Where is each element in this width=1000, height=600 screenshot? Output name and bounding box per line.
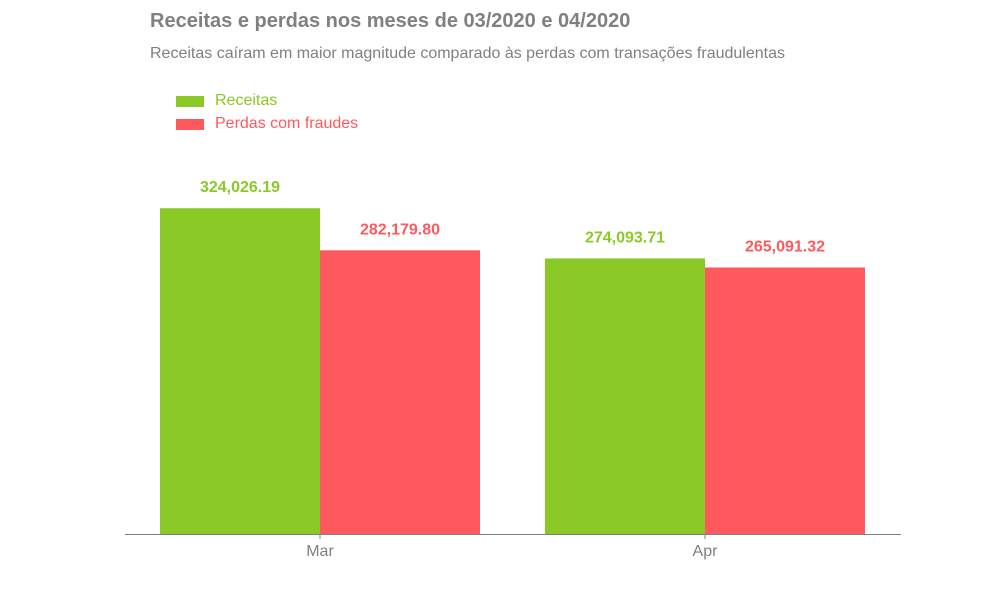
legend-label-receitas: Receitas — [215, 92, 278, 109]
bar-receitas-mar — [160, 208, 320, 534]
data-label-perdas-com-fraudes-mar: 282,179.80 — [360, 221, 440, 238]
x-tick-label-apr: Apr — [693, 543, 719, 560]
chart-subtitle: Receitas caíram em maior magnitude compa… — [150, 45, 785, 62]
bar-perdas-com-fraudes-mar — [320, 250, 480, 534]
bar-receitas-apr — [545, 258, 705, 534]
data-label-receitas-apr: 274,093.71 — [585, 229, 665, 246]
data-label-receitas-mar: 324,026.19 — [200, 179, 280, 196]
chart-title: Receitas e perdas nos meses de 03/2020 e… — [150, 10, 631, 32]
legend-swatch-receitas — [176, 95, 204, 107]
legend: Receitas Perdas com fraudes — [176, 90, 358, 136]
legend-swatch-perdas — [176, 118, 204, 130]
bar-perdas-com-fraudes-apr — [705, 267, 865, 534]
data-label-perdas-com-fraudes-apr: 265,091.32 — [745, 238, 825, 255]
x-tick-label-mar: Mar — [306, 543, 334, 560]
legend-item-receitas: Receitas — [176, 90, 358, 112]
legend-item-perdas: Perdas com fraudes — [176, 113, 358, 135]
legend-label-perdas: Perdas com fraudes — [215, 115, 359, 132]
